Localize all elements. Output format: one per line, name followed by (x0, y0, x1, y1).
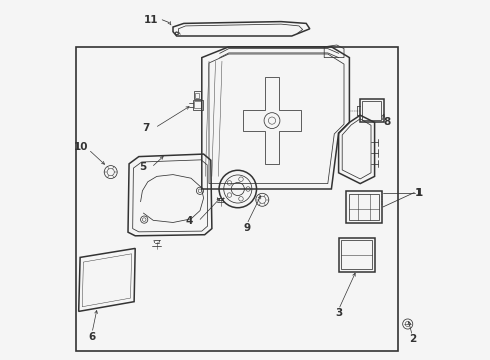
Text: 1: 1 (416, 188, 422, 198)
Text: 6: 6 (88, 332, 96, 342)
Text: 5: 5 (139, 162, 146, 172)
Text: 8: 8 (383, 117, 390, 127)
Text: 1: 1 (416, 188, 423, 198)
Text: 3: 3 (335, 308, 342, 318)
Bar (76, 47, 398, 351)
Text: 2: 2 (409, 334, 416, 345)
Text: 7: 7 (142, 123, 149, 133)
Text: 11: 11 (144, 15, 159, 25)
Text: 10: 10 (74, 141, 89, 152)
Text: 9: 9 (243, 223, 250, 233)
Text: 4: 4 (185, 216, 193, 226)
